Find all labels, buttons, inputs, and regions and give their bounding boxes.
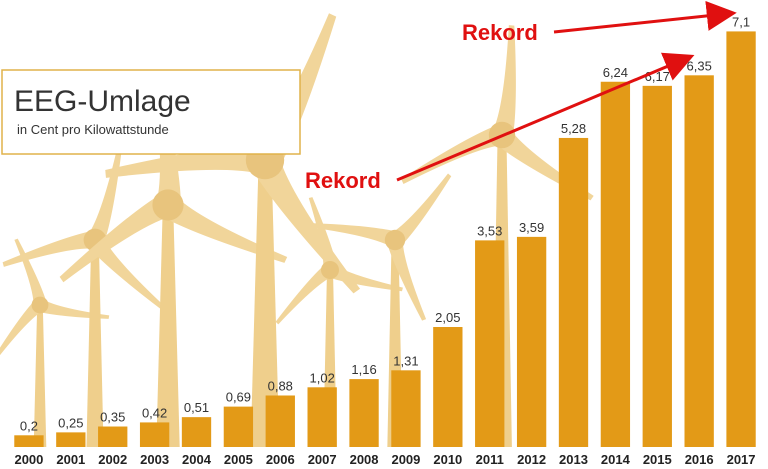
value-label-2012: 3,59	[519, 220, 544, 235]
value-label-2004: 0,51	[184, 400, 209, 415]
turbine-blade	[328, 262, 403, 292]
value-label-2000: 0,2	[20, 418, 38, 433]
turbine-blade	[310, 223, 397, 249]
x-tick-2000: 2000	[14, 452, 43, 467]
value-label-2007: 1,02	[310, 370, 335, 385]
value-label-2006: 0,88	[268, 378, 293, 393]
x-tick-2013: 2013	[559, 452, 588, 467]
turbine-tower	[86, 240, 104, 447]
turbine-hub	[31, 296, 49, 314]
bar-2010	[433, 327, 463, 447]
bar-2016	[684, 75, 714, 448]
x-tick-2001: 2001	[56, 452, 85, 467]
value-label-2005: 0,69	[226, 390, 251, 405]
turbine-tower	[250, 160, 280, 447]
value-label-2003: 0,42	[142, 405, 167, 420]
turbine-blade	[387, 237, 427, 321]
value-label-2002: 0,35	[100, 410, 125, 425]
turbine-blade	[162, 193, 288, 263]
value-label-2014: 6,24	[603, 65, 628, 80]
bar-2002	[98, 426, 128, 447]
value-label-2008: 1,16	[351, 362, 376, 377]
turbine-tower	[33, 305, 47, 447]
title-box-frame	[1, 69, 301, 155]
x-tick-2005: 2005	[224, 452, 253, 467]
value-label-2016: 6,35	[687, 58, 712, 73]
turbine-blade	[88, 233, 164, 309]
x-tick-2006: 2006	[266, 452, 295, 467]
value-label-2013: 5,28	[561, 121, 586, 136]
turbine-hub	[321, 261, 339, 279]
annotation-text-2: Rekord	[462, 20, 538, 45]
bar-2013	[558, 137, 589, 447]
value-label-2001: 0,25	[58, 415, 83, 430]
bar-2011	[475, 240, 505, 447]
bar-2015	[642, 85, 672, 447]
bar-2012	[516, 236, 547, 447]
bar-2017	[726, 31, 756, 448]
x-tick-2009: 2009	[391, 452, 420, 467]
bar-2004	[181, 417, 212, 447]
value-label-2017: 7,1	[732, 14, 750, 29]
annotation-arrow-1	[396, 52, 695, 182]
turbine-blade	[491, 25, 516, 136]
x-tick-2003: 2003	[140, 452, 169, 467]
annotations-group: Rekord Rekord	[305, 1, 737, 193]
bar-2009	[391, 370, 421, 447]
bar-2008	[349, 379, 379, 447]
x-tick-2008: 2008	[350, 452, 379, 467]
annotation-arrow-2	[553, 1, 737, 34]
x-tick-2017: 2017	[727, 452, 756, 467]
bar-2001	[56, 432, 86, 447]
value-label-2009: 1,31	[393, 353, 418, 368]
wind-turbine-2	[2, 147, 164, 447]
turbine-blade	[388, 173, 452, 246]
bar-2007	[307, 387, 337, 447]
turbine-blade	[0, 300, 46, 360]
x-tick-2002: 2002	[98, 452, 127, 467]
value-label-2010: 2,05	[435, 310, 460, 325]
turbine-blade	[308, 197, 338, 272]
x-tick-2010: 2010	[433, 452, 462, 467]
x-tick-2004: 2004	[182, 452, 212, 467]
x-tick-labels-group: 2000 2001 2002 2003 2004 2005 2006 2007 2008 2009…	[14, 452, 755, 467]
turbine-blade	[59, 194, 176, 283]
turbine-blade	[275, 264, 336, 325]
bars-group	[14, 31, 756, 448]
bar-2003	[139, 422, 170, 447]
x-tick-2015: 2015	[643, 452, 672, 467]
bar-2000	[14, 435, 44, 447]
bar-2006	[265, 395, 295, 447]
turbine-tower	[156, 205, 180, 447]
x-tick-2016: 2016	[685, 452, 714, 467]
x-tick-2007: 2007	[308, 452, 337, 467]
bar-2005	[223, 406, 254, 447]
chart-title: EEG-Umlage	[14, 85, 191, 118]
value-label-2011: 3,53	[477, 223, 502, 238]
turbine-hub	[384, 229, 406, 251]
turbine-hub	[152, 189, 184, 221]
x-tick-2014: 2014	[601, 452, 631, 467]
annotation-text-1: Rekord	[305, 168, 381, 193]
turbine-blade	[2, 230, 98, 267]
bar-2014	[600, 81, 631, 447]
x-tick-2012: 2012	[517, 452, 546, 467]
chart-subtitle: in Cent pro Kilowattstunde	[17, 122, 169, 137]
title-box: EEG-Umlage in Cent pro Kilowattstunde	[1, 69, 301, 155]
x-tick-2011: 2011	[476, 452, 504, 467]
